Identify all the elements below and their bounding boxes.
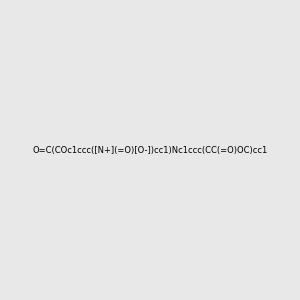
- Text: O=C(COc1ccc([N+](=O)[O-])cc1)Nc1ccc(CC(=O)OC)cc1: O=C(COc1ccc([N+](=O)[O-])cc1)Nc1ccc(CC(=…: [32, 146, 268, 154]
